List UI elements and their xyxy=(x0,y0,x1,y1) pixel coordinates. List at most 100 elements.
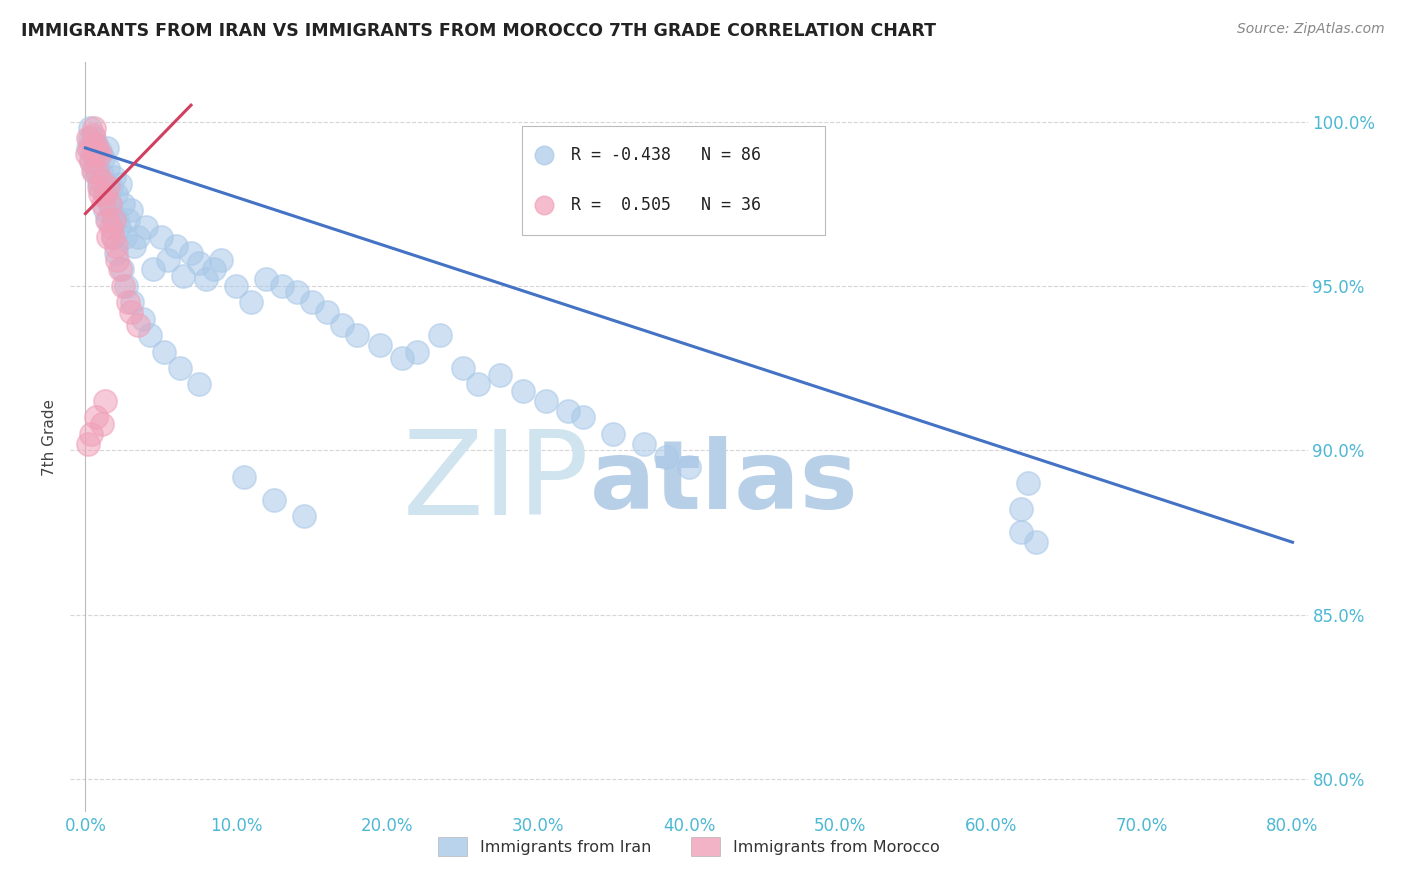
Point xyxy=(368,338,391,352)
Point xyxy=(112,279,135,293)
Point xyxy=(82,164,104,178)
Point xyxy=(572,410,595,425)
Point xyxy=(105,213,128,227)
Point xyxy=(114,229,136,244)
Point xyxy=(451,361,474,376)
Point xyxy=(100,219,122,234)
Point xyxy=(108,177,131,191)
Point xyxy=(557,404,579,418)
Point xyxy=(77,436,100,450)
Point xyxy=(91,417,114,431)
Point xyxy=(103,170,125,185)
Point xyxy=(202,262,225,277)
Point xyxy=(292,508,315,523)
Point xyxy=(153,344,176,359)
Point xyxy=(149,229,172,244)
Point xyxy=(117,295,139,310)
Point xyxy=(91,167,114,181)
Point xyxy=(180,246,202,260)
Point xyxy=(602,426,624,441)
Point xyxy=(80,154,103,169)
Point xyxy=(84,410,107,425)
Point xyxy=(83,164,105,178)
Point xyxy=(89,186,111,201)
Point xyxy=(633,436,655,450)
Point xyxy=(157,252,180,267)
Point xyxy=(120,305,142,319)
Point xyxy=(101,229,124,244)
Point xyxy=(1017,476,1039,491)
Point xyxy=(79,141,101,155)
Point xyxy=(96,213,118,227)
Point xyxy=(108,262,131,277)
Point xyxy=(256,272,278,286)
Point xyxy=(105,252,128,267)
Point xyxy=(172,268,194,283)
Text: Source: ZipAtlas.com: Source: ZipAtlas.com xyxy=(1237,22,1385,37)
Point xyxy=(94,393,117,408)
Point xyxy=(79,121,101,136)
Point xyxy=(135,219,157,234)
Point xyxy=(91,174,114,188)
Point xyxy=(209,252,232,267)
Point xyxy=(82,147,104,161)
Point xyxy=(77,131,100,145)
Point xyxy=(117,213,139,227)
Point xyxy=(127,229,149,244)
Point xyxy=(301,295,323,310)
Point xyxy=(89,147,111,161)
Point xyxy=(678,459,700,474)
Point xyxy=(1010,525,1032,540)
Point xyxy=(83,121,105,136)
Point xyxy=(467,377,489,392)
Y-axis label: 7th Grade: 7th Grade xyxy=(42,399,58,475)
Point xyxy=(87,180,110,194)
Point xyxy=(225,279,247,293)
Point xyxy=(86,144,108,158)
Point xyxy=(115,279,138,293)
Text: atlas: atlas xyxy=(591,435,859,529)
Point xyxy=(1025,535,1047,549)
Point xyxy=(86,164,108,178)
Point xyxy=(104,239,127,253)
Point xyxy=(97,213,120,227)
Point xyxy=(89,180,111,194)
Point xyxy=(103,213,125,227)
Point xyxy=(120,203,142,218)
Point xyxy=(83,147,105,161)
Point xyxy=(97,161,120,175)
Point xyxy=(107,219,129,234)
Point xyxy=(127,318,149,333)
Point xyxy=(96,141,118,155)
Point xyxy=(406,344,429,359)
Point xyxy=(132,311,155,326)
Point xyxy=(84,137,107,152)
Point xyxy=(429,328,451,343)
Point xyxy=(80,426,103,441)
Point xyxy=(82,128,104,142)
Point xyxy=(512,384,534,398)
Point xyxy=(97,229,120,244)
Point xyxy=(104,186,127,201)
Point xyxy=(83,131,105,145)
Point xyxy=(86,157,108,171)
Point xyxy=(101,229,124,244)
Point xyxy=(84,137,107,152)
Point xyxy=(112,196,135,211)
Point xyxy=(122,239,145,253)
Point xyxy=(232,469,254,483)
Point xyxy=(101,206,124,220)
Point xyxy=(98,196,121,211)
Point xyxy=(104,246,127,260)
Point xyxy=(80,154,103,169)
Point xyxy=(187,377,209,392)
Point xyxy=(285,285,308,300)
Legend: Immigrants from Iran, Immigrants from Morocco: Immigrants from Iran, Immigrants from Mo… xyxy=(430,830,948,863)
Point xyxy=(346,328,368,343)
Point xyxy=(330,318,353,333)
Point xyxy=(489,368,512,382)
Point xyxy=(187,256,209,270)
Point xyxy=(270,279,292,293)
Point xyxy=(94,186,117,201)
Point xyxy=(169,361,191,376)
